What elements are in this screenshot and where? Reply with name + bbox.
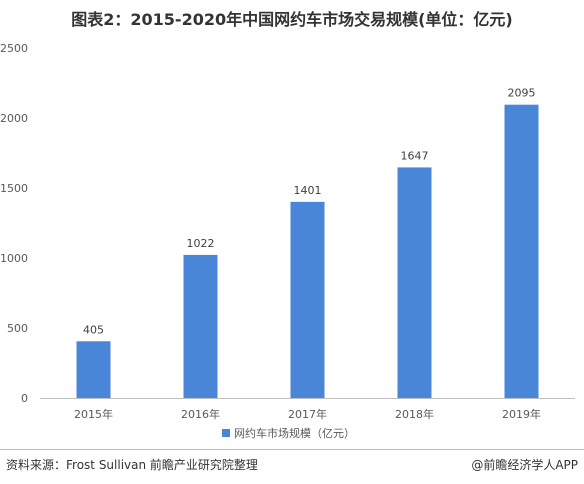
footer-divider (0, 449, 584, 450)
bar-chart: 0 500 1000 1500 2000 2500 405 1022 1401 1647 2095… (0, 42, 575, 440)
data-label: 1401 (294, 184, 322, 197)
bar (290, 201, 325, 398)
chart-title: 图表2：2015-2020年中国网约车市场交易规模(单位：亿元) (71, 10, 513, 29)
data-label: 1022 (187, 237, 215, 250)
bar (504, 104, 539, 398)
bar (183, 254, 218, 398)
x-tick-label: 2019年 (502, 407, 541, 421)
y-tick-label: 500 (7, 322, 28, 335)
legend-swatch (222, 429, 230, 437)
y-tick-label: 1500 (0, 182, 28, 195)
y-axis-ticks: 0 500 1000 1500 2000 2500 (0, 42, 28, 405)
y-tick-label: 1000 (0, 252, 28, 265)
y-tick-label: 2500 (0, 42, 28, 55)
x-axis-ticks: 2015年 2016年 2017年 2018年 2019年 (74, 407, 541, 421)
x-tick-label: 2017年 (288, 407, 327, 421)
data-labels: 405 1022 1401 1647 2095 (83, 87, 536, 337)
data-label: 405 (83, 323, 104, 336)
credit-note: @前瞻经济学人APP (471, 458, 578, 472)
y-tick-label: 0 (21, 392, 28, 405)
bar (76, 341, 111, 398)
x-tick-label: 2016年 (181, 407, 220, 421)
data-label: 2095 (508, 87, 536, 100)
legend-label: 网约车市场规模（亿元） (234, 426, 355, 440)
x-tick-label: 2015年 (74, 407, 113, 421)
x-tick-label: 2018年 (395, 407, 434, 421)
source-note: 资料来源：Frost Sullivan 前瞻产业研究院整理 (6, 458, 258, 472)
data-label: 1647 (401, 149, 429, 162)
bars (76, 104, 539, 398)
y-tick-label: 2000 (0, 112, 28, 125)
bar (397, 167, 432, 398)
legend: 网约车市场规模（亿元） (222, 426, 355, 440)
